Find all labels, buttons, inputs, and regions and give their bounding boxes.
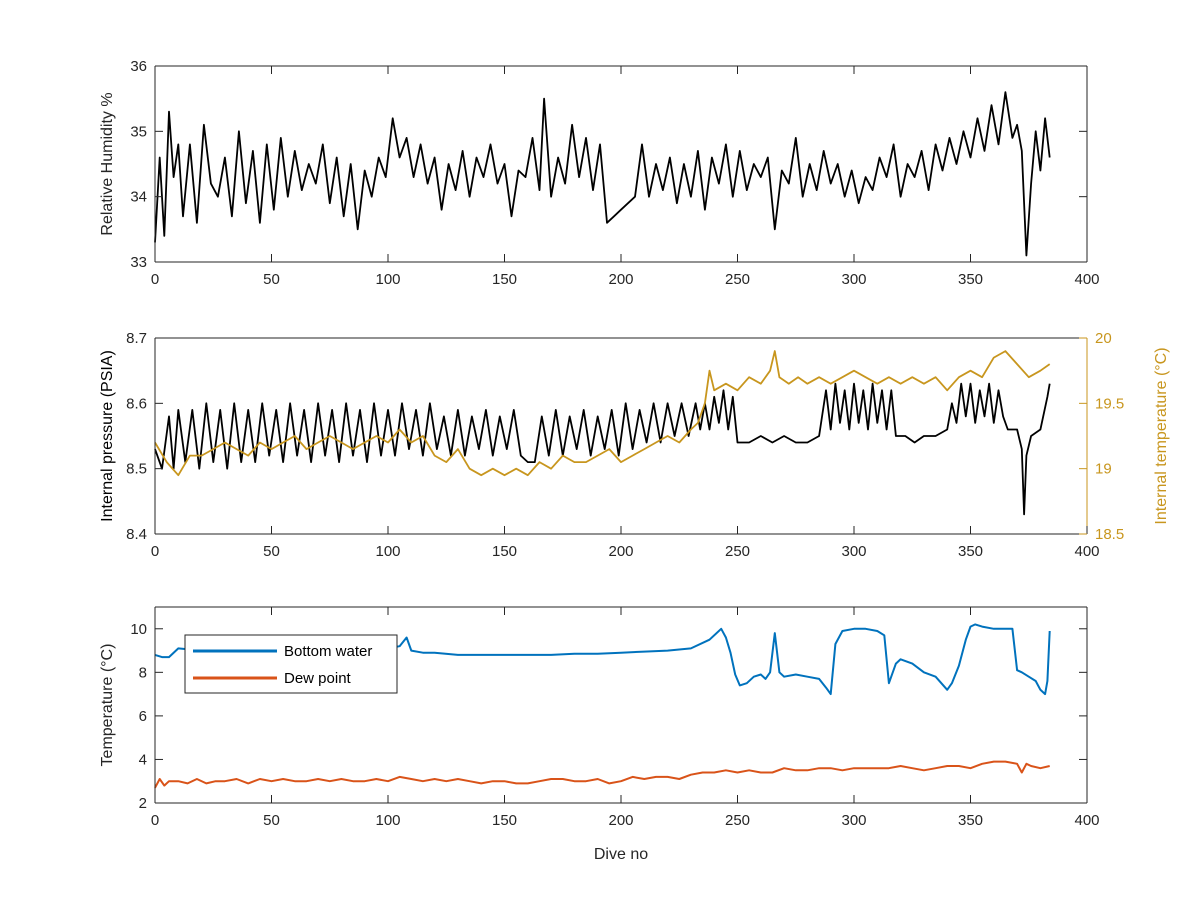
y-tick-label: 4 xyxy=(139,751,147,768)
legend: Bottom water Dew point xyxy=(184,634,398,694)
y-tick-label: 8.7 xyxy=(126,330,147,347)
panel-bottom: 0 50 100 150 200 250 300 350 400 2 4 6 8 10 Temperatur… xyxy=(99,606,1100,863)
x-tick-label: 250 xyxy=(725,271,750,288)
x-tick-label: 150 xyxy=(492,812,517,829)
x-tick-label: 150 xyxy=(492,271,517,288)
panel-middle: 0 50 100 150 200 250 300 350 400 8.4 8.5 8.6 8.7 18.5… xyxy=(99,330,1170,560)
x-tick-label: 350 xyxy=(958,271,983,288)
x-tick-label: 400 xyxy=(1074,271,1099,288)
y2-tick-label: 18.5 xyxy=(1095,526,1124,543)
x-tick-label: 50 xyxy=(263,812,280,829)
y-tick-label: 6 xyxy=(139,708,147,725)
legend-entry-label: Bottom water xyxy=(284,643,372,660)
y-tick-label: 34 xyxy=(130,189,147,206)
y-tick-label: 8.6 xyxy=(126,395,147,412)
x-tick-label: 300 xyxy=(841,543,866,560)
legend-box xyxy=(184,634,398,694)
x-tick-label: 150 xyxy=(492,543,517,560)
x-tick-label: 200 xyxy=(608,812,633,829)
x-tick-label: 0 xyxy=(151,812,159,829)
y-tick-label: 10 xyxy=(130,621,147,638)
y-tick-label: 33 xyxy=(130,254,147,271)
x-tick-label: 250 xyxy=(725,543,750,560)
y2-tick-label: 19.5 xyxy=(1095,395,1124,412)
x-tick-label: 350 xyxy=(958,812,983,829)
x-tick-label: 50 xyxy=(263,543,280,560)
y-tick-label: 8.4 xyxy=(126,526,147,543)
x-tick-label: 400 xyxy=(1074,812,1099,829)
x-tick-label: 300 xyxy=(841,812,866,829)
y-tick-label: 8 xyxy=(139,664,147,681)
x-tick-label: 0 xyxy=(151,271,159,288)
panel-top: 0 50 100 150 200 250 300 350 400 33 34 35 36 Relative… xyxy=(99,58,1100,288)
series-line-bottom-1 xyxy=(154,760,1050,789)
y2-tick-label: 19 xyxy=(1095,461,1112,478)
x-tick-label: 100 xyxy=(375,812,400,829)
y-tick-label: 8.5 xyxy=(126,461,147,478)
x-tick-label: 300 xyxy=(841,271,866,288)
x-tick-label: 50 xyxy=(263,271,280,288)
y2-axis-label: Internal temperature (°C) xyxy=(1153,347,1170,524)
x-tick-label: 400 xyxy=(1074,543,1099,560)
y-axis-label: Relative Humidity % xyxy=(99,92,116,235)
y-axis-label: Temperature (°C) xyxy=(99,644,116,767)
x-tick-label: 100 xyxy=(375,271,400,288)
y-tick-label: 35 xyxy=(130,123,147,140)
y-axis-label: Internal pressure (PSIA) xyxy=(99,350,116,522)
series-line-middle-1 xyxy=(154,350,1051,477)
x-tick-label: 200 xyxy=(608,271,633,288)
x-tick-label: 200 xyxy=(608,543,633,560)
x-tick-label: 0 xyxy=(151,543,159,560)
legend-entry-label: Dew point xyxy=(284,670,352,687)
series-line-top-0 xyxy=(154,91,1051,257)
series-line-bottom-0 xyxy=(154,623,1051,696)
series-line-middle-0 xyxy=(154,382,1051,516)
y-tick-label: 36 xyxy=(130,58,147,75)
x-tick-label: 350 xyxy=(958,543,983,560)
x-tick-label: 250 xyxy=(725,812,750,829)
y2-tick-label: 20 xyxy=(1095,330,1112,347)
x-tick-label: 100 xyxy=(375,543,400,560)
y-tick-label: 2 xyxy=(139,795,147,812)
x-axis-label: Dive no xyxy=(594,846,648,863)
